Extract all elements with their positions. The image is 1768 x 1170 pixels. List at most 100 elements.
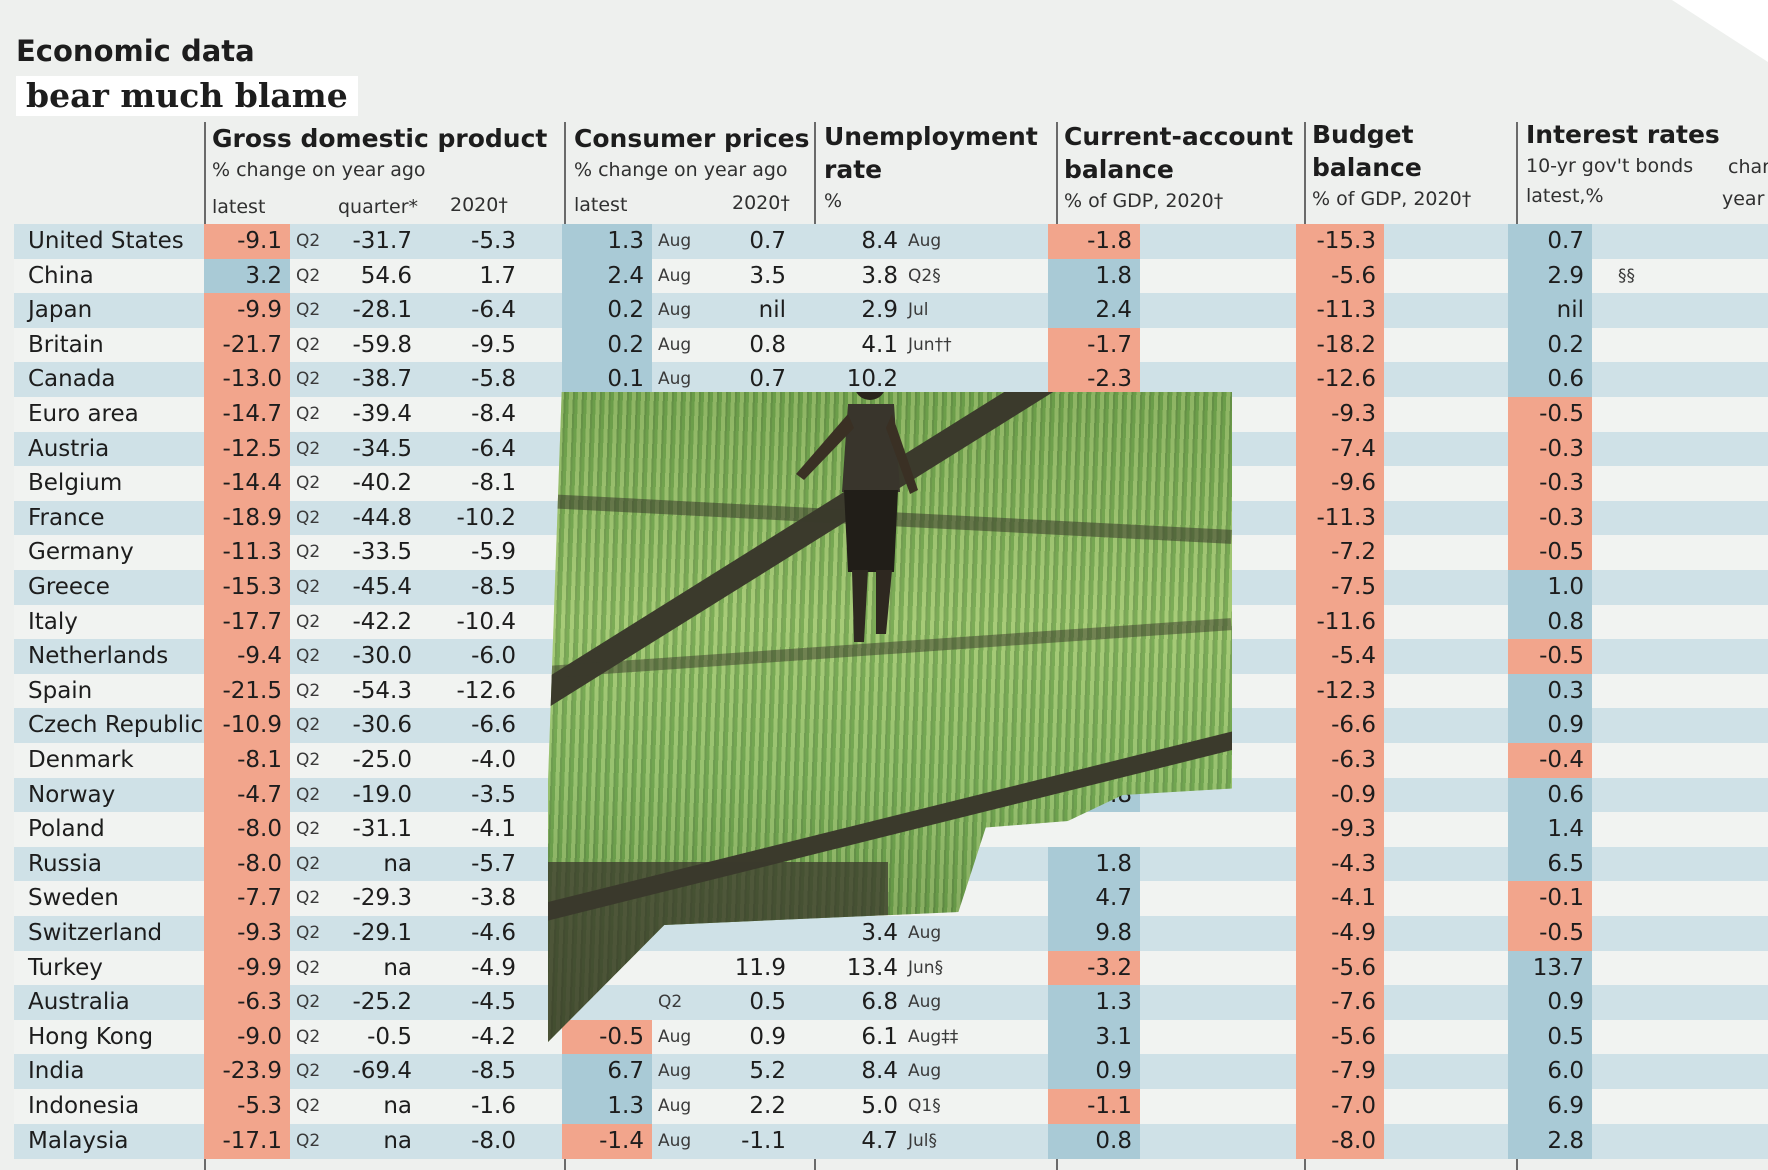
cpi-month: Aug: [658, 1096, 692, 1116]
cpi-header: Consumer prices % change on year ago: [574, 122, 810, 185]
country-name: Norway: [28, 781, 116, 808]
country-name: Indonesia: [28, 1093, 140, 1119]
unemployment-value: 4.1: [861, 331, 898, 358]
current-account-highlight: [1048, 916, 1140, 951]
cpi-latest-highlight: [562, 327, 652, 363]
unemployment-period: Q2§: [908, 265, 941, 286]
budget-value: -12.3: [1316, 677, 1376, 704]
country-name: Austria: [28, 435, 110, 462]
cpi-latest-highlight: [562, 258, 652, 294]
interest-rate-value: 0.9: [1547, 989, 1584, 1016]
table-row: Hong Kong -9.0 Q2 -0.5 -4.2 -0.5 Aug 0.9 6.1 Aug‡…: [14, 1019, 1768, 1055]
current-account-highlight: [1048, 846, 1140, 882]
interest-rate-note: [1618, 951, 1658, 986]
gdp-quarter-value: -25.2: [352, 989, 412, 1016]
unemployment-period: Aug‡‡: [908, 1026, 959, 1047]
table-row: Malaysia -17.1 Q2 na -8.0 -1.4 Aug -1.1 4.7 Jul§ 0…: [14, 1123, 1768, 1159]
gdp-latest-highlight: [204, 431, 290, 467]
budget-highlight: [1296, 1054, 1384, 1090]
interest-rate-note: [1618, 639, 1658, 674]
interest-rate-highlight: [1508, 224, 1592, 259]
cpi-year-value: 0.9: [749, 1023, 786, 1050]
gdp-quarter-value: -25.0: [352, 747, 412, 773]
country-name: Turkey: [28, 954, 103, 981]
country-name: United States: [28, 228, 184, 254]
gdp-year-value: -4.9: [471, 954, 516, 981]
gdp-quarter-value: -45.4: [352, 574, 412, 600]
cpi-header-title: Consumer prices: [574, 124, 810, 153]
current-account-header-title: Current-account: [1064, 122, 1294, 151]
interest-rate-value: -0.5: [1539, 401, 1584, 427]
cpi-latest-highlight: [562, 293, 652, 329]
gdp-quarter-label: Q2: [296, 992, 321, 1013]
interest-rate-highlight: [1508, 535, 1592, 571]
gdp-latest: -8.0: [237, 850, 282, 877]
gdp-year-value: -6.6: [471, 712, 516, 739]
gdp-quarter-value: -40.2: [352, 470, 412, 497]
gdp-quarter-value: -30.6: [352, 712, 412, 739]
gdp-latest: -15.3: [222, 574, 282, 600]
gdp-quarter-value: -34.5: [352, 435, 412, 462]
gdp-latest: -9.9: [237, 297, 282, 324]
country-name: Russia: [28, 850, 102, 877]
gdp-latest: -5.3: [237, 1093, 282, 1119]
gdp-quarter-value: -38.7: [352, 366, 412, 393]
current-account-highlight: [1048, 950, 1140, 986]
cpi-latest-highlight: [562, 1019, 652, 1055]
current-account-value: -2.3: [1087, 366, 1132, 393]
interest-rate-note: [1618, 328, 1658, 363]
cpi-latest: 0.2: [607, 331, 644, 358]
country-name: India: [28, 1058, 85, 1085]
gdp-quarter-label: Q2: [296, 750, 321, 770]
gdp-year-value: -10.2: [456, 504, 516, 531]
gdp-quarter-value: -28.1: [352, 297, 412, 324]
interest-rate-highlight: [1508, 327, 1592, 363]
budget-value: -0.9: [1331, 781, 1376, 808]
gdp-quarter-label: quarter*: [338, 196, 419, 218]
current-account-header-title-2: balance: [1064, 155, 1174, 184]
budget-header-title: Budget: [1312, 120, 1414, 149]
cpi-month: Aug: [658, 265, 692, 286]
unemployment-period: Jul: [908, 300, 929, 321]
interest-rate-highlight: [1508, 916, 1592, 951]
unemployment-period: Jun††: [908, 334, 952, 355]
cpi-latest-highlight: [562, 224, 652, 259]
gdp-quarter-value: na: [383, 1127, 412, 1154]
interest-rate-value: 0.6: [1547, 366, 1584, 393]
gdp-latest-highlight: [204, 673, 290, 709]
interest-rate-highlight: [1508, 362, 1592, 398]
cpi-latest: 1.3: [607, 1093, 644, 1119]
interest-rate-highlight: [1508, 1054, 1592, 1090]
interest-rate-highlight: [1508, 777, 1592, 813]
gdp-quarter-label: Q2: [296, 819, 321, 840]
cpi-year-value: 2.2: [749, 1093, 786, 1119]
gdp-latest: -7.7: [237, 885, 282, 912]
gdp-latest-highlight: [204, 881, 290, 917]
gdp-quarter-value: -31.1: [352, 816, 412, 843]
budget-value: -6.6: [1331, 712, 1376, 739]
interest-rate-note: [1618, 812, 1658, 847]
interest-rate-value: 6.0: [1547, 1058, 1584, 1085]
interest-year-ago-label: year a: [1722, 188, 1768, 210]
gdp-latest-highlight: [204, 777, 290, 813]
budget-value: -9.3: [1331, 816, 1376, 843]
interest-rate-value: -0.4: [1539, 747, 1584, 773]
page-subtitle: bear much blame: [16, 76, 358, 116]
budget-header-sub: % of GDP, 2020†: [1312, 188, 1472, 210]
unemployment-value: 8.4: [861, 228, 898, 254]
gdp-latest-highlight: [204, 950, 290, 986]
gdp-latest-label: latest: [212, 196, 266, 218]
gdp-header-sub: % change on year ago: [212, 159, 426, 181]
current-account-header: Current-account balance % of GDP, 2020†: [1064, 120, 1293, 216]
budget-value: -5.4: [1331, 643, 1376, 670]
unemployment-period: Aug: [908, 231, 942, 251]
budget-highlight: [1296, 673, 1384, 709]
cpi-latest: -0.5: [599, 1023, 644, 1050]
gdp-year-value: -1.6: [471, 1093, 516, 1119]
cpi-latest-highlight: [562, 362, 652, 398]
budget-value: -5.6: [1331, 954, 1376, 981]
gdp-latest-highlight: [204, 258, 290, 294]
interest-rate-note: [1618, 881, 1658, 916]
interest-rate-value: 0.6: [1547, 781, 1584, 808]
interest-rate-note: [1618, 466, 1658, 501]
